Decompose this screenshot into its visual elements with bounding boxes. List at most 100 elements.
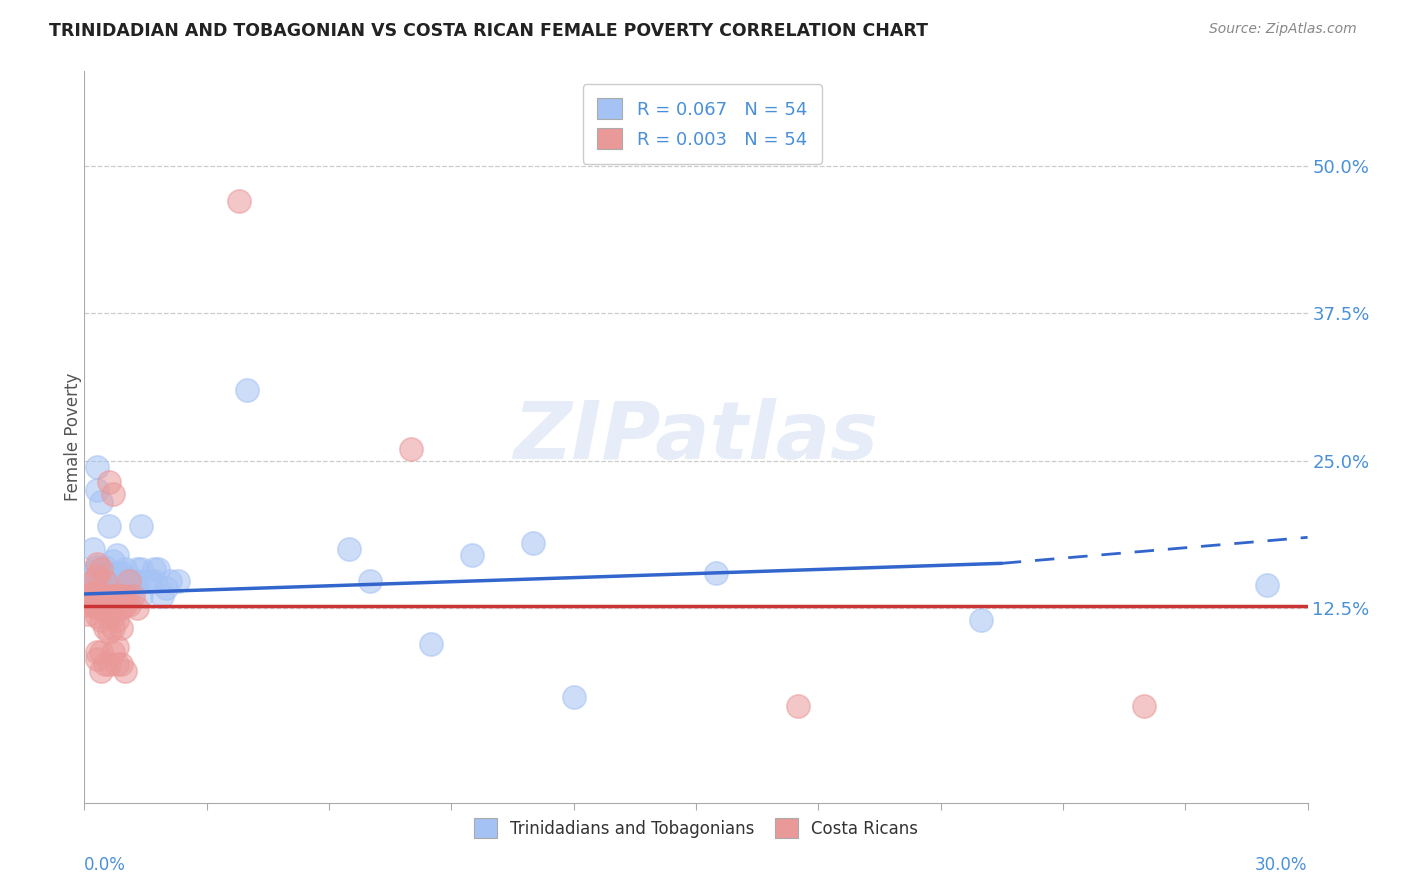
Point bbox=[114, 574, 136, 588]
Y-axis label: Female Poverty: Female Poverty bbox=[65, 373, 82, 501]
Point bbox=[118, 574, 141, 588]
Text: ZIPatlas: ZIPatlas bbox=[513, 398, 879, 476]
Point bbox=[118, 574, 141, 588]
Point bbox=[339, 542, 361, 557]
Point bbox=[86, 601, 108, 615]
Point bbox=[110, 574, 132, 588]
Point bbox=[155, 581, 177, 595]
Point bbox=[131, 562, 153, 576]
Point bbox=[101, 609, 124, 624]
Point bbox=[105, 574, 128, 588]
Point bbox=[150, 590, 173, 604]
Text: TRINIDADIAN AND TOBAGONIAN VS COSTA RICAN FEMALE POVERTY CORRELATION CHART: TRINIDADIAN AND TOBAGONIAN VS COSTA RICA… bbox=[49, 22, 928, 40]
Point bbox=[706, 566, 728, 580]
Point bbox=[114, 664, 136, 678]
Point bbox=[146, 562, 169, 576]
Point bbox=[114, 598, 136, 612]
Point bbox=[787, 699, 810, 714]
Point bbox=[82, 586, 104, 600]
Point bbox=[86, 577, 108, 591]
Point bbox=[142, 562, 165, 576]
Point bbox=[86, 652, 108, 666]
Point bbox=[101, 574, 124, 588]
Point bbox=[359, 574, 381, 588]
Point bbox=[101, 590, 124, 604]
Point bbox=[86, 558, 108, 572]
Legend: Trinidadians and Tobagonians, Costa Ricans: Trinidadians and Tobagonians, Costa Rica… bbox=[463, 806, 929, 849]
Point bbox=[970, 613, 993, 627]
Point bbox=[101, 554, 124, 568]
Point bbox=[97, 583, 120, 598]
Point bbox=[110, 581, 132, 595]
Point bbox=[105, 657, 128, 671]
Point bbox=[167, 574, 190, 588]
Point bbox=[90, 577, 112, 591]
Point bbox=[114, 590, 136, 604]
Point bbox=[101, 621, 124, 635]
Point bbox=[1133, 699, 1156, 714]
Point bbox=[101, 486, 124, 500]
Point bbox=[90, 613, 112, 627]
Point bbox=[97, 518, 120, 533]
Point bbox=[142, 574, 165, 588]
Point bbox=[97, 624, 120, 639]
Point bbox=[236, 383, 259, 397]
Point bbox=[110, 621, 132, 635]
Point bbox=[110, 657, 132, 671]
Point bbox=[97, 657, 120, 671]
Point bbox=[122, 590, 145, 604]
Point bbox=[105, 548, 128, 562]
Point bbox=[122, 581, 145, 595]
Point bbox=[110, 601, 132, 615]
Point bbox=[93, 559, 115, 574]
Point bbox=[90, 495, 112, 509]
Point bbox=[93, 601, 115, 615]
Point bbox=[97, 475, 120, 489]
Point bbox=[86, 559, 108, 574]
Point bbox=[522, 536, 544, 550]
Point bbox=[86, 590, 108, 604]
Point bbox=[105, 590, 128, 604]
Point bbox=[93, 590, 115, 604]
Point bbox=[399, 442, 422, 456]
Point bbox=[90, 664, 112, 678]
Point bbox=[90, 645, 112, 659]
Point bbox=[138, 574, 160, 588]
Point bbox=[127, 562, 149, 576]
Point bbox=[461, 548, 484, 562]
Point bbox=[110, 590, 132, 604]
Point bbox=[82, 586, 104, 600]
Point bbox=[93, 577, 115, 591]
Point bbox=[110, 566, 132, 580]
Point bbox=[77, 607, 100, 621]
Point bbox=[77, 590, 100, 604]
Point bbox=[97, 590, 120, 604]
Point bbox=[93, 621, 115, 635]
Point bbox=[118, 581, 141, 595]
Point bbox=[135, 574, 157, 588]
Point bbox=[420, 636, 443, 650]
Text: 30.0%: 30.0% bbox=[1256, 856, 1308, 874]
Point bbox=[105, 566, 128, 580]
Point bbox=[101, 645, 124, 659]
Point bbox=[118, 598, 141, 612]
Point bbox=[97, 577, 120, 591]
Point bbox=[114, 590, 136, 604]
Point bbox=[93, 574, 115, 588]
Point bbox=[97, 609, 120, 624]
Point bbox=[127, 574, 149, 588]
Point bbox=[562, 690, 585, 704]
Point bbox=[77, 566, 100, 580]
Point bbox=[90, 601, 112, 615]
Point bbox=[86, 609, 108, 624]
Point bbox=[105, 640, 128, 654]
Point bbox=[86, 645, 108, 659]
Point bbox=[82, 598, 104, 612]
Point bbox=[114, 562, 136, 576]
Text: Source: ZipAtlas.com: Source: ZipAtlas.com bbox=[1209, 22, 1357, 37]
Point bbox=[228, 194, 250, 208]
Point bbox=[90, 566, 112, 580]
Point bbox=[82, 542, 104, 557]
Point bbox=[105, 613, 128, 627]
Point bbox=[86, 483, 108, 498]
